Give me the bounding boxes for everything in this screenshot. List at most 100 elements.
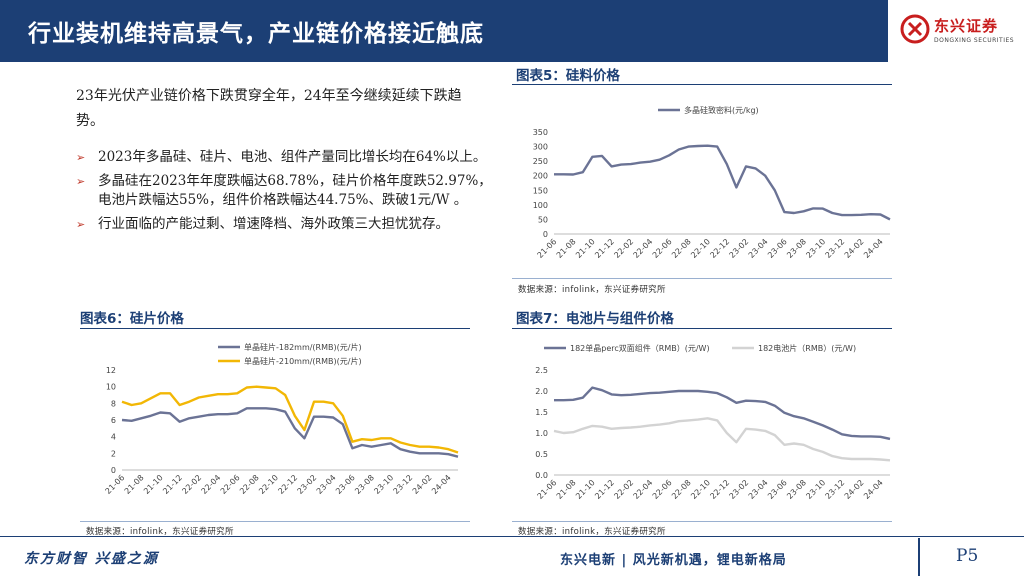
- x-tick-label: 21-08: [555, 237, 578, 260]
- fig6-source: 数据来源：infolink，东兴证券研究所: [86, 527, 234, 537]
- bullet-list: ➢ 2023年多晶硅、硅片、电池、组件产量同比增长均在64%以上。 ➢ 多晶硅在20…: [76, 148, 496, 239]
- x-tick-label: 21-06: [536, 237, 559, 260]
- x-tick-label: 22-06: [219, 473, 242, 496]
- x-tick-label: 21-10: [574, 237, 597, 260]
- x-tick-label: 21-06: [104, 473, 127, 496]
- logo-text-en: DONGXING SECURITIES: [934, 37, 1015, 44]
- x-tick-label: 22-06: [651, 478, 674, 501]
- x-tick-label: 23-10: [372, 473, 395, 496]
- fig7-title: 图表7：电池片与组件价格: [516, 311, 674, 327]
- y-tick-label: 6: [111, 416, 116, 425]
- series-line-1: [554, 386, 891, 441]
- footer-rule: [0, 536, 1024, 537]
- y-tick-label: 350: [533, 128, 548, 137]
- x-tick-label: 23-12: [392, 473, 415, 496]
- x-tick-label: 23-06: [766, 237, 789, 260]
- series-line-2: [553, 417, 891, 462]
- fig5-source-rule: [512, 278, 892, 279]
- x-tick-label: 22-10: [689, 478, 712, 501]
- legend-label: 单晶硅片-210mm/(RMB)(元/片): [244, 356, 362, 366]
- legend-label: 182电池片（RMB）(元/W): [758, 343, 856, 353]
- bullet-text: 行业面临的产能过剩、增速降档、海外政策三大担忧犹存。: [98, 216, 449, 232]
- x-tick-label: 22-10: [689, 237, 712, 260]
- bullet-text: 2023年多晶硅、硅片、电池、组件产量同比增长均在64%以上。: [98, 149, 487, 165]
- x-tick-label: 22-12: [708, 237, 731, 260]
- series-line-1: [554, 144, 891, 221]
- x-tick-label: 23-04: [747, 478, 770, 501]
- x-tick-label: 22-12: [708, 478, 731, 501]
- y-tick-label: 10: [106, 383, 116, 392]
- x-tick-label: 22-06: [651, 237, 674, 260]
- fig7-source: 数据来源：infolink，东兴证券研究所: [518, 527, 666, 537]
- x-tick-label: 23-02: [296, 473, 319, 496]
- bullet-item: ➢ 行业面临的产能过剩、增速降档、海外政策三大担忧犹存。: [76, 215, 496, 234]
- x-tick-label: 21-12: [593, 237, 616, 260]
- fig7-source-rule: [512, 521, 892, 522]
- logo-text-cn: 东兴证券: [934, 17, 999, 35]
- fig6-title: 图表6：硅片价格: [80, 311, 184, 327]
- header-bar: 行业装机维持高景气，产业链价格接近触底: [0, 0, 888, 62]
- page-number: P5: [956, 546, 979, 566]
- y-tick-label: 2.0: [535, 387, 548, 396]
- x-tick-label: 23-12: [824, 237, 847, 260]
- x-tick-label: 22-08: [670, 237, 693, 260]
- y-tick-label: 2: [111, 449, 116, 458]
- legend-label: 182单晶perc双面组件（RMB）(元/W): [570, 343, 710, 353]
- x-tick-label: 22-02: [180, 473, 203, 496]
- y-tick-label: 300: [533, 143, 548, 152]
- x-tick-label: 23-02: [728, 237, 751, 260]
- bullet-item: ➢ 2023年多晶硅、硅片、电池、组件产量同比增长均在64%以上。: [76, 148, 496, 167]
- x-tick-label: 22-04: [632, 237, 655, 260]
- x-tick-label: 23-10: [804, 237, 827, 260]
- x-tick-label: 24-02: [843, 237, 866, 260]
- x-tick-label: 22-02: [612, 478, 635, 501]
- x-tick-label: 23-08: [785, 237, 808, 260]
- x-tick-label: 23-04: [315, 473, 338, 496]
- x-tick-label: 21-08: [123, 473, 146, 496]
- fig5-source: 数据来源：infolink，东兴证券研究所: [518, 285, 666, 295]
- footer-series-title: 东兴电新 | 风光新机遇，锂电新格局: [560, 553, 787, 568]
- fig6-chart: 02468101221-0621-0821-1021-1222-0222-042…: [104, 342, 459, 496]
- x-tick-label: 21-06: [536, 478, 559, 501]
- bullet-item: ➢ 多晶硅在2023年年度跌幅达68.78%，硅片价格年度跌52.97%，电池片跌…: [76, 172, 496, 210]
- x-tick-label: 24-04: [862, 478, 885, 501]
- footer-separator: [918, 538, 920, 576]
- x-tick-label: 22-08: [670, 478, 693, 501]
- x-tick-label: 24-04: [862, 237, 885, 260]
- x-tick-label: 24-02: [411, 473, 434, 496]
- fig6-source-rule: [80, 521, 470, 522]
- x-tick-label: 21-10: [142, 473, 165, 496]
- x-tick-label: 23-04: [747, 237, 770, 260]
- y-tick-label: 12: [106, 366, 116, 375]
- y-tick-label: 2.5: [535, 366, 548, 375]
- x-tick-label: 21-12: [161, 473, 184, 496]
- y-tick-label: 150: [533, 186, 548, 195]
- arrow-bullet-icon: ➢: [76, 175, 86, 188]
- y-tick-label: 250: [533, 157, 548, 166]
- x-tick-label: 22-10: [257, 473, 280, 496]
- y-tick-label: 0: [111, 466, 116, 475]
- x-tick-label: 23-12: [824, 478, 847, 501]
- company-logo: 东兴证券 DONGXING SECURITIES: [888, 0, 1024, 62]
- x-tick-label: 23-02: [728, 478, 751, 501]
- x-tick-label: 21-08: [555, 478, 578, 501]
- legend-label: 单晶硅片-182mm/(RMB)(元/片): [244, 342, 362, 352]
- x-tick-label: 22-04: [632, 478, 655, 501]
- y-tick-label: 0.0: [535, 471, 548, 480]
- x-tick-label: 23-08: [785, 478, 808, 501]
- y-tick-label: 0.5: [535, 450, 548, 459]
- arrow-bullet-icon: ➢: [76, 218, 86, 231]
- x-tick-label: 23-06: [334, 473, 357, 496]
- fig7-chart: 0.00.51.01.52.02.521-0621-0821-1021-1222…: [535, 343, 891, 501]
- arrow-bullet-icon: ➢: [76, 151, 86, 164]
- x-tick-label: 22-02: [612, 237, 635, 260]
- y-tick-label: 100: [533, 201, 548, 210]
- series-line-1: [121, 407, 459, 458]
- y-tick-label: 200: [533, 172, 548, 181]
- legend-label: 多晶硅致密料(元/kg): [684, 105, 759, 115]
- fig5-chart: 0 50 100 150 200 250 300 350 21-0621-0821-1021-1…: [533, 105, 891, 260]
- x-tick-label: 24-02: [843, 478, 866, 501]
- x-tick-label: 23-10: [804, 478, 827, 501]
- fig5-title: 图表5：硅料价格: [516, 68, 620, 84]
- y-tick-label: 8: [111, 399, 116, 408]
